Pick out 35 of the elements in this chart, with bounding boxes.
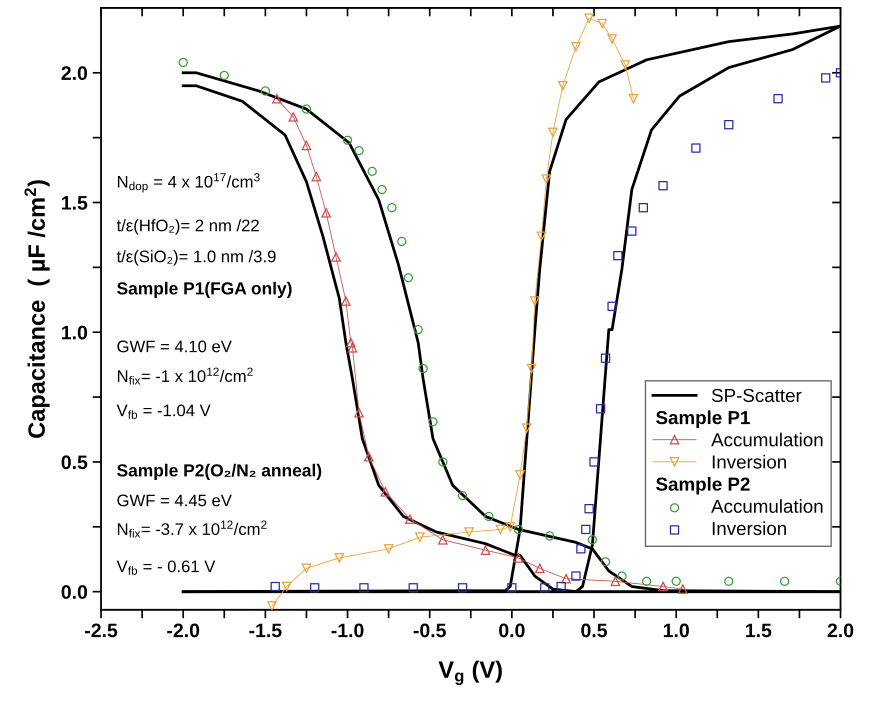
x-tick-label: -2.0 xyxy=(167,624,200,638)
x-tick-label: 0.5 xyxy=(581,624,607,638)
x-tick-label: -1.0 xyxy=(332,624,364,638)
legend-label: Inversion xyxy=(712,521,786,536)
annotation: t/ε(SiO₂)= 1.0 nm /3.9 xyxy=(116,250,276,266)
annotation: V$_{fb}$ = -1.04 V xyxy=(116,404,211,419)
x-axis-title: V$_{g}$ (V) xyxy=(438,660,502,685)
annotation: Sample P1 xyxy=(656,410,750,428)
x-tick-label: -1.5 xyxy=(249,624,282,638)
y-tick-label: 0.5 xyxy=(62,455,88,470)
x-tick-label: 1.0 xyxy=(664,624,689,638)
annotation: t/ε(HfO₂)= 2 nm /22 xyxy=(116,219,259,235)
annotation: N$_{fix}$= -1 x 10$^{12}$/cm$^{2}$ xyxy=(118,368,253,385)
annotation: V$_{fb}$ = - 0.61 V xyxy=(116,560,216,575)
annotation: Sample P2(O₂/N₂ anneal) xyxy=(117,464,322,480)
y-tick-label: 2.0 xyxy=(61,66,88,80)
legend-label: SP-Scatter xyxy=(712,388,802,402)
legend-label: Accumulation xyxy=(711,499,822,513)
annotation: Sample P2 xyxy=(656,476,750,494)
x-tick-label: -0.5 xyxy=(414,624,446,638)
annotation: N$_{fix}$= -3.7 x 10$^{12}$/cm$^{2}$ xyxy=(118,520,267,538)
legend-label: Accumulation xyxy=(711,432,822,446)
x-tick-label: 0.0 xyxy=(499,624,525,638)
y-tick-label: 1.0 xyxy=(62,326,88,340)
x-tick-label: 1.5 xyxy=(746,624,772,638)
y-axis-title: Capacitance ( µF /cm$^{2}$) xyxy=(24,180,50,438)
x-tick-label: -2.5 xyxy=(85,624,118,638)
annotation: Sample P1(FGA only) xyxy=(117,282,292,298)
annotation: N$_{dop}$ = 4 x 10$^{17}$/cm$^{3}$ xyxy=(118,173,260,193)
y-tick-label: 0.0 xyxy=(62,585,88,599)
annotation: GWF = 4.45 eV xyxy=(117,494,232,506)
y-tick-label: 1.5 xyxy=(62,196,88,210)
legend-label: Inversion xyxy=(712,454,786,469)
x-tick-label: 2.0 xyxy=(828,624,854,638)
annotation: GWF = 4.10 eV xyxy=(117,340,232,352)
